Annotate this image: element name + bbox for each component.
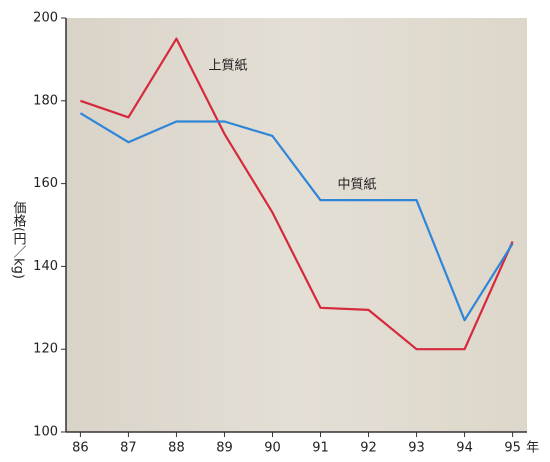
series-label: 中質紙 — [337, 178, 376, 193]
x-tick-label: 86 — [72, 441, 89, 456]
x-tick-label: 91 — [312, 441, 329, 456]
plot-area — [66, 18, 527, 432]
y-tick-label: 120 — [33, 342, 58, 357]
x-tick-label: 87 — [120, 441, 137, 456]
x-tick-label: 94 — [456, 441, 473, 456]
x-tick-label: 95 — [504, 441, 521, 456]
x-tick-label: 90 — [264, 441, 281, 456]
y-tick-label: 200 — [33, 11, 58, 26]
x-tick-label: 89 — [216, 441, 233, 456]
x-tick-label: 92 — [360, 441, 377, 456]
x-tick-label: 93 — [408, 441, 425, 456]
x-tick-label: 88 — [168, 441, 185, 456]
y-axis-label: 価格(円／kg) — [11, 201, 27, 279]
y-tick-label: 100 — [33, 425, 58, 440]
series-line — [79, 112, 514, 322]
series-line — [80, 37, 514, 351]
series-label: 上質紙 — [208, 59, 247, 74]
y-tick-label: 140 — [33, 259, 58, 274]
x-axis-label: 年 — [526, 441, 539, 456]
y-tick-label: 160 — [33, 176, 58, 191]
y-tick-label: 180 — [33, 93, 58, 108]
